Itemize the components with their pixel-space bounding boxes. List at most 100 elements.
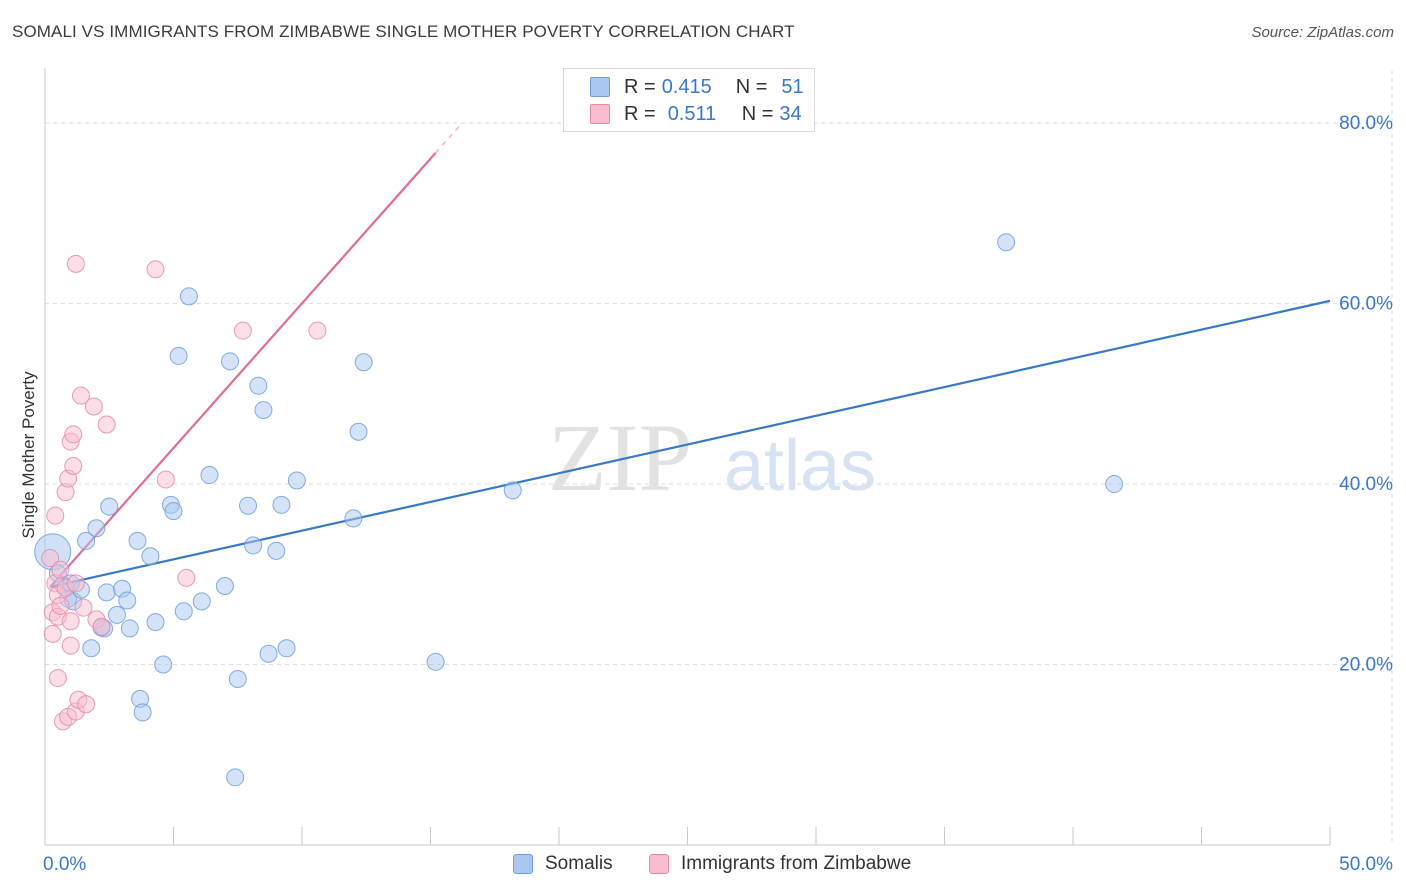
data-point-zimbabwe bbox=[43, 624, 62, 643]
data-point-somalis bbox=[215, 577, 234, 596]
y-tick-label: 40.0% bbox=[1339, 474, 1393, 495]
data-point-somalis bbox=[133, 703, 152, 722]
legend-n-label: N = bbox=[735, 75, 768, 98]
legend-swatch-zimbabwe bbox=[590, 104, 610, 124]
data-point-somalis bbox=[179, 287, 198, 306]
data-point-somalis bbox=[426, 652, 445, 671]
data-point-somalis bbox=[344, 509, 363, 528]
data-point-zimbabwe bbox=[51, 560, 70, 579]
series-legend-somalis: Somalis bbox=[513, 852, 613, 876]
data-point-somalis bbox=[997, 233, 1016, 252]
y-tick-label: 80.0% bbox=[1339, 113, 1393, 134]
chart-title: SOMALI VS IMMIGRANTS FROM ZIMBABWE SINGL… bbox=[12, 22, 795, 41]
data-point-somalis bbox=[254, 401, 273, 420]
tick-labels-layer: 20.0% 40.0% 60.0% 80.0% 0.0% 50.0% bbox=[43, 113, 1393, 875]
legend-r-value: 0.511 bbox=[667, 102, 717, 125]
series-swatch-zimbabwe bbox=[649, 854, 669, 874]
data-point-zimbabwe bbox=[51, 596, 70, 615]
legend-row-somalis: R = 0.415 N = 51 bbox=[590, 75, 804, 99]
series-label-somalis: Somalis bbox=[545, 853, 613, 874]
y-axis-label: Single Mother Poverty bbox=[19, 371, 38, 539]
data-point-somalis bbox=[87, 519, 106, 538]
data-point-zimbabwe bbox=[66, 574, 85, 593]
data-point-zimbabwe bbox=[46, 506, 65, 525]
data-point-zimbabwe bbox=[48, 669, 67, 688]
data-point-zimbabwe bbox=[233, 321, 252, 340]
data-point-zimbabwe bbox=[61, 636, 80, 655]
legend-n-value: 34 bbox=[779, 102, 802, 125]
watermark-atlas: atlas bbox=[724, 426, 876, 506]
series-label-zimbabwe: Immigrants from Zimbabwe bbox=[681, 853, 912, 874]
data-point-zimbabwe bbox=[97, 415, 116, 434]
legend-n-value: 51 bbox=[781, 75, 804, 98]
trend-line-0 bbox=[49, 299, 1331, 589]
data-point-somalis bbox=[221, 352, 240, 371]
data-point-somalis bbox=[272, 495, 291, 514]
data-point-somalis bbox=[120, 619, 139, 638]
data-point-somalis bbox=[192, 592, 211, 611]
watermark-zip: ZIP bbox=[548, 404, 692, 511]
data-point-somalis bbox=[128, 531, 147, 550]
data-point-somalis bbox=[118, 591, 137, 610]
data-point-zimbabwe bbox=[77, 695, 96, 714]
data-point-zimbabwe bbox=[41, 549, 60, 568]
legend-r-label: R = bbox=[624, 75, 656, 98]
data-point-somalis bbox=[259, 644, 278, 663]
watermark: ZIP atlas bbox=[548, 404, 876, 511]
data-point-somalis bbox=[503, 481, 522, 500]
data-point-somalis bbox=[239, 496, 258, 515]
source-label: Source: ZipAtlas.com bbox=[1251, 24, 1394, 41]
x-tick-label: 50.0% bbox=[1339, 854, 1393, 875]
y-tick-label: 60.0% bbox=[1339, 294, 1393, 315]
data-point-somalis bbox=[154, 655, 173, 674]
legend-r-value: 0.415 bbox=[661, 75, 712, 98]
data-point-somalis bbox=[200, 466, 219, 485]
series-legend-zimbabwe: Immigrants from Zimbabwe bbox=[649, 852, 911, 876]
data-point-somalis bbox=[349, 422, 368, 441]
data-point-zimbabwe bbox=[66, 254, 85, 273]
axes-layer bbox=[44, 68, 1331, 846]
data-point-somalis bbox=[146, 613, 165, 632]
data-point-somalis bbox=[82, 639, 101, 658]
data-point-somalis bbox=[354, 353, 373, 372]
data-point-zimbabwe bbox=[64, 457, 83, 476]
data-point-zimbabwe bbox=[61, 612, 80, 631]
legend-n-label: N = bbox=[741, 102, 774, 125]
trend-layer bbox=[49, 123, 1331, 589]
data-point-somalis bbox=[1105, 475, 1124, 494]
series-swatch-somalis bbox=[513, 854, 533, 874]
data-point-zimbabwe bbox=[84, 397, 103, 416]
data-point-zimbabwe bbox=[146, 260, 165, 279]
legend-r-label: R = bbox=[624, 102, 656, 125]
data-point-somalis bbox=[141, 547, 160, 566]
data-point-somalis bbox=[107, 605, 126, 624]
data-point-zimbabwe bbox=[177, 568, 196, 587]
data-point-somalis bbox=[97, 583, 116, 602]
data-point-zimbabwe bbox=[92, 617, 111, 636]
legend-row-zimbabwe: R = 0.511 N = 34 bbox=[590, 102, 802, 126]
trend-line-1 bbox=[49, 152, 437, 588]
data-point-somalis bbox=[244, 536, 263, 555]
stats-legend: R = 0.415 N = 51 R = 0.511 N = 34 bbox=[563, 68, 815, 132]
data-point-somalis bbox=[249, 376, 268, 395]
data-point-zimbabwe bbox=[64, 425, 83, 444]
data-point-somalis bbox=[164, 502, 183, 521]
data-point-zimbabwe bbox=[74, 598, 93, 617]
legend-swatch-somalis bbox=[590, 77, 610, 97]
data-point-somalis bbox=[277, 639, 296, 658]
y-tick-label: 20.0% bbox=[1339, 655, 1393, 676]
points-layer bbox=[34, 233, 1124, 787]
data-point-zimbabwe bbox=[156, 470, 175, 489]
data-point-somalis bbox=[169, 346, 188, 365]
data-point-somalis bbox=[267, 541, 286, 560]
trend-line-extension bbox=[435, 123, 462, 154]
data-point-somalis bbox=[174, 602, 193, 621]
data-point-somalis bbox=[226, 768, 245, 787]
data-point-somalis bbox=[77, 531, 96, 550]
data-point-somalis bbox=[100, 497, 119, 516]
data-point-zimbabwe bbox=[71, 386, 90, 405]
grid-layer bbox=[45, 70, 1393, 845]
data-point-zimbabwe bbox=[308, 321, 327, 340]
data-point-somalis bbox=[287, 471, 306, 490]
